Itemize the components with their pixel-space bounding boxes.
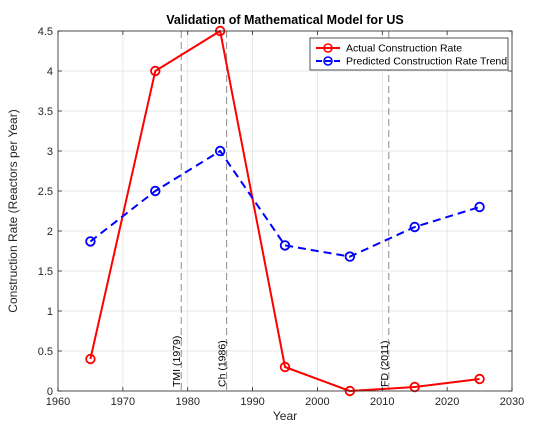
y-tick-label: 2.5 [38,186,53,198]
x-tick-label: 1960 [46,396,70,408]
data-point-series-2 [214,145,226,157]
y-tick-label: 4 [47,66,53,78]
data-point-series-2 [85,236,96,247]
y-tick-label: 1 [47,306,53,318]
y-tick-label: 0 [47,386,53,398]
x-tick-label: 2020 [435,396,459,408]
data-point-series-1 [85,353,96,365]
legend-swatch-marker [323,56,333,66]
x-tick-label: 2010 [370,396,394,408]
legend-box [309,37,509,71]
x-tick-label: 2000 [305,396,329,408]
series-line-2 [89,150,480,258]
y-tick-label: 3.5 [38,106,53,118]
data-point-series-2 [344,251,356,262]
event-label: Ch (1986) [217,340,229,387]
y-tick-label: 4.5 [38,26,53,38]
legend-label: Predicted Construction Rate Trend [346,56,507,68]
y-tick-label: 0.5 [38,346,53,358]
x-tick-label: 1980 [175,396,199,408]
y-tick-label: 1.5 [38,266,53,278]
x-tick-label: 1970 [111,396,135,408]
plot-border [57,30,513,392]
event-label: TMI (1979) [171,336,183,387]
data-point-series-2 [474,201,485,213]
y-tick-label: 2 [47,226,53,238]
event-markers: TMI (1979) Ch (1986) FD (2011) [171,31,391,391]
data-point-series-1 [150,65,161,77]
plot-area [58,31,512,391]
y-axis-title: Construction Rate (Reactors per Year) [6,109,20,312]
x-axis-title: Year [273,409,297,423]
x-tick-label: 1990 [240,396,264,408]
data-point-series-1 [474,373,485,385]
data-point-series-2 [279,240,291,251]
x-tick-label: 2030 [500,396,524,408]
y-tick-label: 3 [47,146,53,158]
data-point-series-1 [279,361,291,373]
chart-title: Validation of Mathematical Model for US [166,13,404,27]
data-point-series-2 [409,221,420,233]
legend-label: Actual Construction Rate [346,43,462,55]
series-line-1 [89,30,480,392]
axis-ticks: 1960 1970 1980 1990 2000 2010 2020 2030 0 0.5 1 1.5… [38,26,525,408]
event-label: FD (2011) [379,341,391,388]
legend-swatch-marker [323,43,333,53]
data-point-series-2 [150,185,161,197]
